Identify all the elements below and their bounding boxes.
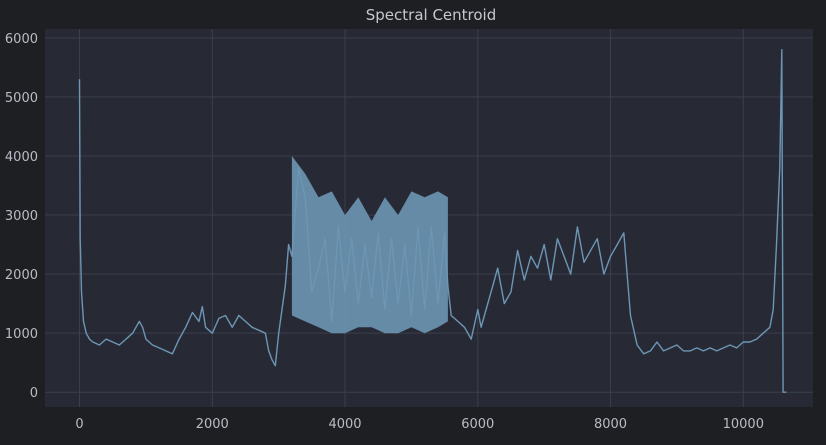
y-tick-label: 4000 bbox=[5, 150, 38, 165]
y-tick-label: 1000 bbox=[5, 327, 38, 342]
chart-title: Spectral Centroid bbox=[366, 6, 497, 24]
y-axis-ticks: 0 1000 2000 3000 4000 5000 6000 bbox=[5, 32, 38, 401]
series-group bbox=[78, 49, 787, 393]
x-tick-label: 4000 bbox=[328, 417, 361, 432]
y-tick-label: 2000 bbox=[5, 268, 38, 283]
x-axis-ticks: 0 2000 4000 6000 8000 10000 bbox=[75, 417, 764, 432]
x-tick-label: 10000 bbox=[723, 417, 764, 432]
y-tick-label: 6000 bbox=[5, 32, 38, 47]
y-tick-label: 5000 bbox=[5, 91, 38, 106]
x-tick-label: 8000 bbox=[594, 417, 627, 432]
y-tick-label: 0 bbox=[30, 386, 38, 401]
x-tick-label: 6000 bbox=[461, 417, 494, 432]
x-tick-label: 2000 bbox=[196, 417, 229, 432]
series-line bbox=[78, 49, 787, 393]
x-tick-label: 0 bbox=[75, 417, 83, 432]
y-tick-label: 3000 bbox=[5, 209, 38, 224]
